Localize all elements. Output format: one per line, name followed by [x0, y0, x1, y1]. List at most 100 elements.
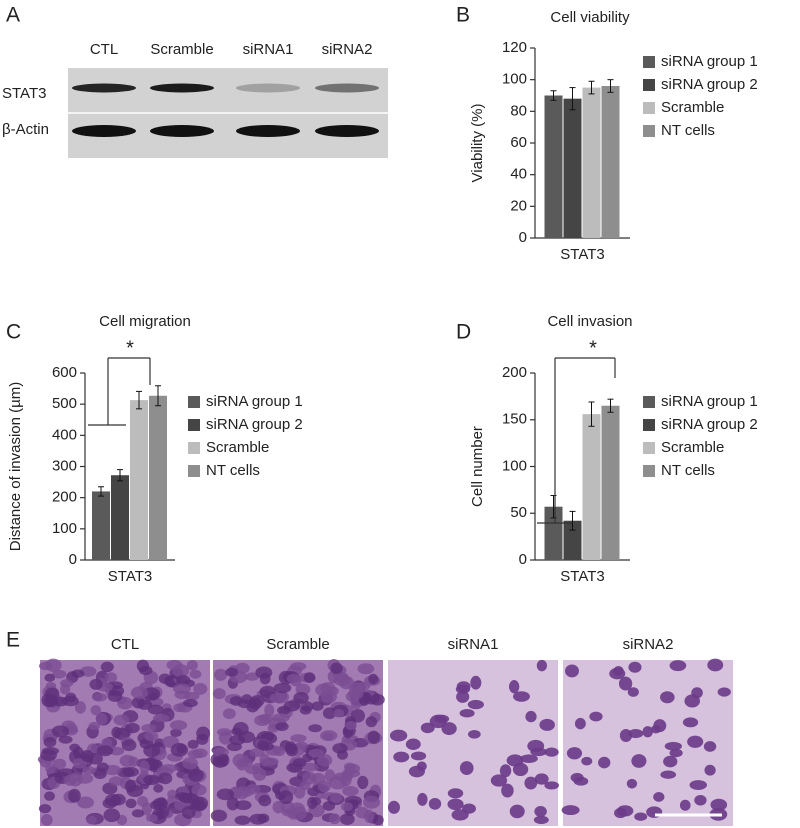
cell [160, 764, 178, 773]
blot-band [150, 125, 214, 137]
error-bar [607, 79, 614, 93]
cell [143, 743, 161, 758]
cell [172, 683, 191, 694]
cell [703, 741, 717, 752]
y-tick-label: 50 [510, 504, 527, 521]
x-tick-label: STAT3 [560, 246, 604, 263]
cell [684, 694, 701, 708]
cell [653, 792, 665, 802]
cell [320, 690, 337, 704]
cell [53, 758, 67, 770]
cell [86, 815, 97, 825]
x-tick-label: STAT3 [560, 568, 604, 585]
cell [126, 784, 144, 797]
cell [95, 712, 108, 725]
cell [363, 795, 381, 809]
cell [389, 729, 408, 742]
cell [308, 748, 324, 758]
micrograph-label: Scramble [266, 636, 329, 653]
cell [370, 693, 385, 706]
cell [506, 754, 524, 767]
legend-label: siRNA group 1 [661, 393, 758, 410]
cell [456, 681, 471, 692]
cell [664, 741, 682, 751]
blot-band [315, 125, 379, 137]
blot-band [72, 83, 136, 93]
cell [217, 753, 230, 767]
cell [182, 757, 198, 770]
cell [52, 669, 67, 679]
cell [687, 735, 704, 748]
cell [130, 686, 148, 699]
cell [669, 660, 687, 672]
y-tick-label: 200 [52, 489, 77, 506]
cell [245, 672, 259, 681]
cell [660, 691, 675, 704]
cell [509, 679, 520, 694]
cell [333, 708, 345, 718]
cell [679, 799, 691, 811]
cells [387, 659, 559, 825]
cell [470, 675, 482, 690]
cell [104, 793, 122, 807]
cell [183, 699, 198, 708]
bar [92, 491, 110, 560]
legend-swatch [188, 419, 200, 431]
cell [182, 793, 199, 804]
blot-band [315, 83, 379, 93]
cell [428, 797, 442, 810]
cell [609, 667, 626, 680]
cell [329, 792, 343, 803]
y-axis-label: Distance of invasion (µm) [7, 382, 24, 552]
legend-swatch [643, 56, 655, 68]
cell [501, 783, 514, 798]
y-axis-label: Viability (%) [469, 104, 486, 183]
lane-label: CTL [90, 41, 118, 58]
cell [69, 743, 81, 752]
cell [225, 667, 238, 677]
cell [187, 749, 203, 759]
cell [598, 756, 611, 769]
cell [544, 781, 559, 790]
cell [295, 741, 308, 750]
cell [193, 683, 208, 695]
cell [387, 800, 400, 814]
cell [405, 738, 421, 750]
cell [74, 701, 86, 714]
cell [80, 749, 95, 762]
cell [337, 749, 348, 760]
row-label: β-Actin [2, 121, 49, 138]
legend-swatch [188, 442, 200, 454]
cell [186, 660, 198, 671]
chart-title: Cell invasion [547, 313, 632, 330]
cell [255, 666, 273, 679]
cell [299, 705, 312, 715]
cell [626, 778, 638, 789]
cell [330, 662, 343, 675]
cell [627, 687, 639, 697]
cell [345, 720, 357, 731]
cell [139, 665, 153, 676]
cell [339, 813, 355, 825]
legend-swatch [643, 465, 655, 477]
legend-swatch [643, 442, 655, 454]
cell [459, 709, 475, 718]
panel-label: C [6, 321, 21, 344]
cell [316, 753, 333, 767]
bar [582, 414, 601, 560]
cell [158, 772, 173, 785]
cell [290, 662, 307, 671]
cell [467, 699, 484, 710]
legend-swatch [188, 396, 200, 408]
cell [318, 780, 331, 793]
cell [45, 658, 62, 672]
cell [210, 809, 228, 822]
y-tick-label: 0 [519, 229, 527, 246]
cell [258, 794, 272, 807]
cell [322, 707, 337, 720]
cell [574, 717, 586, 730]
y-tick-label: 100 [502, 457, 527, 474]
cell [122, 766, 139, 777]
bar [130, 400, 148, 560]
